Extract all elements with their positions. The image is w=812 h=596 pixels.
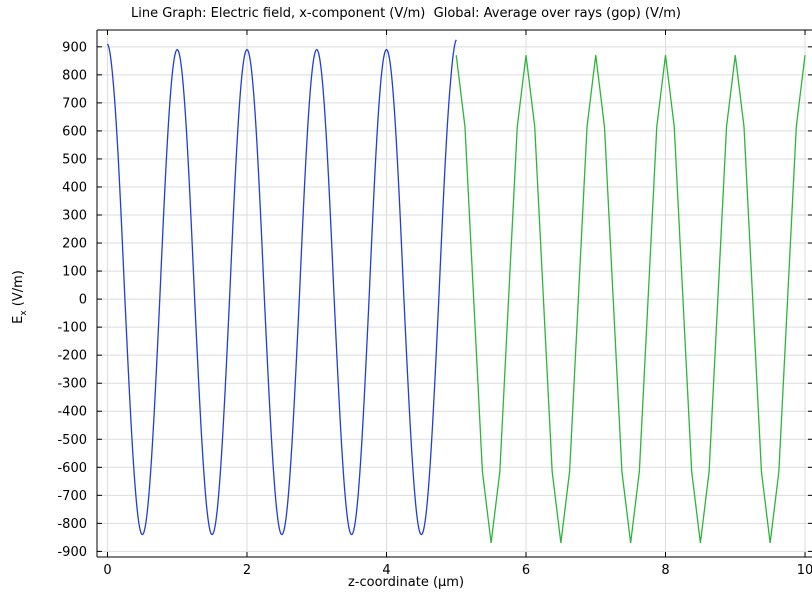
y-tick-label: 300: [62, 209, 87, 224]
y-tick-label: 0: [79, 293, 87, 308]
y-tick-label: -500: [57, 433, 87, 448]
y-tick-label: 100: [62, 265, 87, 280]
series-lines: [106, 39, 806, 544]
y-tick-label: 600: [62, 124, 87, 139]
y-tick-label: -700: [57, 489, 87, 504]
x-axis-label: z-coordinate (µm): [347, 575, 465, 590]
y-axis-label-main: E: [11, 315, 27, 324]
series-line-2: [455, 55, 806, 544]
x-tick-label: 4: [382, 563, 390, 578]
y-axis-label-unit: (V/m): [11, 270, 27, 311]
y-tick-label: -200: [57, 349, 87, 364]
y-tick-label: 500: [62, 152, 87, 167]
x-tick-label: 6: [522, 563, 530, 578]
y-axis-label-sub: x: [18, 310, 29, 316]
y-tick-label: 400: [62, 180, 87, 195]
y-tick-label: 200: [62, 237, 87, 252]
y-tick-label: 800: [62, 68, 87, 83]
y-tick-label: -300: [57, 377, 87, 392]
y-tick-label: -900: [57, 545, 87, 560]
series-line-1: [106, 39, 457, 536]
y-tick-label: -400: [57, 405, 87, 420]
x-tick-label: 8: [661, 563, 669, 578]
chart-title: Line Graph: Electric field, x-component …: [131, 6, 681, 21]
y-tick-label: -800: [57, 517, 87, 532]
x-tick-label: 2: [243, 563, 251, 578]
y-axis-ticks: 900 800 700 600 500 400 300 200 100 0 -100 -200 -300…: [57, 40, 812, 560]
axes-frame: [96, 29, 812, 558]
y-tick-label: 700: [62, 96, 87, 111]
x-tick-label: 0: [103, 563, 111, 578]
y-tick-label: 900: [62, 40, 87, 55]
y-tick-label: -100: [57, 321, 87, 336]
y-tick-label: -600: [57, 461, 87, 476]
x-axis-ticks: 0 2 4 6 8 10: [103, 30, 812, 578]
x-tick-label: 10: [797, 563, 812, 578]
gridlines: [97, 30, 812, 557]
